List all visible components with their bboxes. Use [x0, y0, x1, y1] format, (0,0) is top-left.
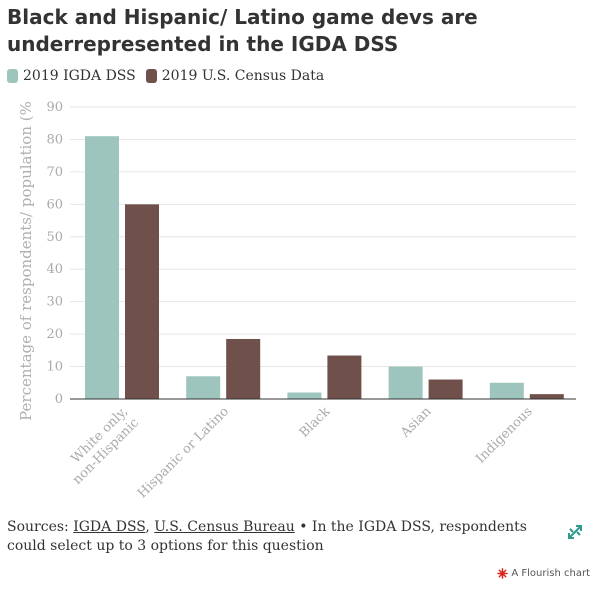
x-tick-label: Hispanic or Latino: [135, 404, 232, 501]
legend-swatch-igda: [7, 69, 18, 83]
sources-separator: ,: [145, 519, 155, 535]
bar-igda: [489, 382, 524, 399]
bar-census: [529, 394, 564, 399]
bar-igda: [85, 136, 119, 399]
y-tick-label: 60: [46, 197, 63, 212]
bar-chart: 0 10 20 30 40 50 60 70 80 90 Percentage of respond…: [17, 100, 576, 501]
legend: 2019 IGDA DSS 2019 U.S. Census Data: [7, 67, 324, 85]
bar-igda: [186, 376, 221, 399]
legend-label-igda: 2019 IGDA DSS: [23, 68, 136, 84]
sources-footer: Sources: IGDA DSS, U.S. Census Bureau • …: [7, 518, 547, 556]
flourish-credit[interactable]: A Flourish chart: [497, 568, 590, 579]
x-tick-label: Black: [297, 404, 334, 441]
y-tick-label: 40: [46, 262, 63, 277]
y-tick-label: 10: [46, 360, 63, 375]
x-tick-label: White only,non-Hispanic: [59, 404, 142, 487]
legend-item-igda[interactable]: 2019 IGDA DSS: [7, 67, 136, 85]
y-tick-label: 50: [46, 230, 63, 245]
igda-dss-link[interactable]: IGDA DSS: [73, 519, 146, 535]
bar-census: [125, 204, 159, 399]
bar-census: [428, 379, 463, 399]
x-tick-label: Asian: [397, 404, 434, 441]
chart-title: Black and Hispanic/ Latino game devs are…: [7, 5, 478, 56]
y-axis-title: Percentage of respondents/ population (%: [17, 101, 35, 421]
y-tick-label: 30: [46, 295, 63, 310]
y-tick-label: 70: [46, 165, 63, 180]
y-tick-label: 90: [46, 100, 63, 115]
sources-prefix: Sources:: [7, 519, 74, 535]
y-tick-label: 80: [46, 132, 63, 147]
bar-census: [327, 355, 362, 399]
y-tick-label: 20: [46, 327, 63, 342]
sources-note: • In the IGDA DSS, respondents could sel…: [7, 519, 527, 554]
legend-label-census: 2019 U.S. Census Data: [161, 68, 325, 84]
legend-item-census[interactable]: 2019 U.S. Census Data: [145, 67, 325, 85]
bar-census: [226, 338, 261, 399]
bar-igda: [287, 392, 322, 399]
x-tick-label: Indigenous: [473, 404, 535, 466]
bar-igda: [388, 366, 423, 399]
census-bureau-link[interactable]: U.S. Census Bureau: [154, 519, 295, 535]
y-tick-label: 0: [55, 392, 63, 407]
collapse-icon[interactable]: [567, 524, 583, 540]
flourish-credit-label: A Flourish chart: [511, 568, 590, 579]
legend-swatch-census: [145, 69, 157, 83]
flourish-logo-icon: [497, 568, 509, 579]
